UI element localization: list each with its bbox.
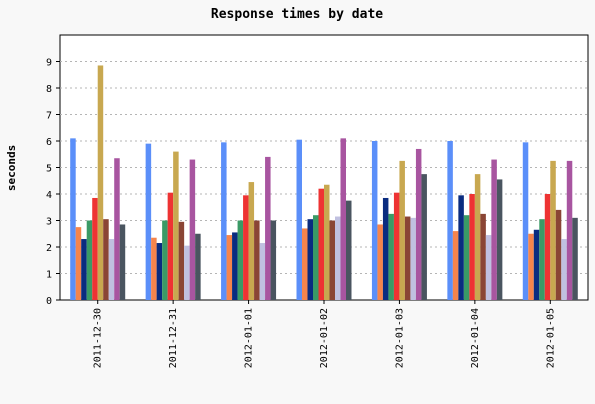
bar xyxy=(86,220,93,300)
x-axis-ticks: 2011-12-30 2011-12-31 2012-01-01 2012-01-02… xyxy=(93,300,556,368)
bar xyxy=(195,233,201,300)
bar xyxy=(302,228,308,300)
x-tick-label: 2012-01-01 xyxy=(244,308,255,368)
x-tick-label: 2012-01-05 xyxy=(545,308,556,368)
bar xyxy=(388,213,394,301)
bar xyxy=(329,220,335,300)
bar xyxy=(447,141,453,300)
bar xyxy=(382,197,389,300)
bar xyxy=(189,159,196,300)
bar xyxy=(259,243,266,300)
bar xyxy=(452,231,459,300)
bar xyxy=(528,233,534,300)
bar xyxy=(324,184,330,300)
bar xyxy=(496,179,503,300)
bar xyxy=(539,219,545,300)
chart-title: Response times by date xyxy=(211,7,383,22)
bar xyxy=(572,217,578,300)
bar xyxy=(151,237,157,300)
bar xyxy=(313,215,319,300)
bar xyxy=(221,142,227,300)
bar xyxy=(270,220,277,300)
y-tick-label: 9 xyxy=(46,58,52,69)
bar xyxy=(474,174,481,301)
bar xyxy=(480,213,486,301)
bar xyxy=(70,138,76,300)
bar xyxy=(421,174,427,301)
bar xyxy=(226,235,233,300)
bar xyxy=(81,239,87,300)
x-tick-label: 2011-12-30 xyxy=(93,308,104,368)
y-tick-label: 2 xyxy=(46,243,52,254)
bar xyxy=(103,219,109,300)
bar xyxy=(566,160,573,301)
y-tick-label: 1 xyxy=(46,270,52,281)
x-tick-label: 2012-01-02 xyxy=(319,308,330,368)
bar xyxy=(469,194,475,300)
bar xyxy=(555,209,562,300)
x-tick-label: 2011-12-31 xyxy=(168,308,179,368)
y-tick-label: 7 xyxy=(46,111,52,122)
y-tick-label: 3 xyxy=(46,217,52,228)
x-tick-label: 2012-01-04 xyxy=(470,308,481,368)
bar xyxy=(340,138,346,300)
bar xyxy=(119,224,126,300)
bar xyxy=(97,65,104,300)
bar xyxy=(265,156,271,300)
bar xyxy=(254,220,260,300)
bar xyxy=(377,224,383,300)
bar xyxy=(410,217,416,300)
bar xyxy=(533,229,540,300)
bar xyxy=(415,148,422,300)
bar xyxy=(463,215,470,300)
bar xyxy=(544,194,551,300)
y-tick-label: 6 xyxy=(46,137,52,148)
y-tick-label: 0 xyxy=(46,296,52,307)
bar xyxy=(167,192,174,300)
bar xyxy=(243,195,249,300)
bar xyxy=(485,235,492,300)
x-tick-label: 2012-01-03 xyxy=(394,308,405,368)
bar xyxy=(92,197,98,300)
bar xyxy=(550,160,556,301)
bar xyxy=(404,216,411,300)
bar xyxy=(491,159,497,300)
bar xyxy=(371,141,378,300)
bar xyxy=(248,182,255,300)
bar xyxy=(561,239,567,300)
bar xyxy=(458,195,464,300)
bar xyxy=(108,239,115,300)
bar xyxy=(296,139,302,300)
y-tick-label: 5 xyxy=(46,164,52,175)
y-tick-label: 8 xyxy=(46,84,52,95)
bar xyxy=(237,220,244,300)
bar xyxy=(184,245,190,300)
bar xyxy=(232,232,238,300)
bars xyxy=(70,65,578,301)
bar xyxy=(307,219,313,300)
bar xyxy=(399,160,405,301)
bar xyxy=(156,243,163,300)
bar xyxy=(346,200,352,301)
bar xyxy=(114,158,120,300)
bar xyxy=(522,142,529,300)
bar xyxy=(178,221,185,300)
bar xyxy=(393,192,400,300)
bar xyxy=(75,227,82,301)
bar xyxy=(173,151,179,300)
bar xyxy=(145,143,152,300)
bar xyxy=(162,220,168,300)
y-tick-label: 4 xyxy=(46,190,52,201)
y-axis-label: seconds xyxy=(5,145,18,191)
bar xyxy=(318,188,324,300)
bar xyxy=(335,216,341,300)
y-axis-ticks: 0 1 2 3 4 5 6 7 8 9 xyxy=(46,58,60,307)
